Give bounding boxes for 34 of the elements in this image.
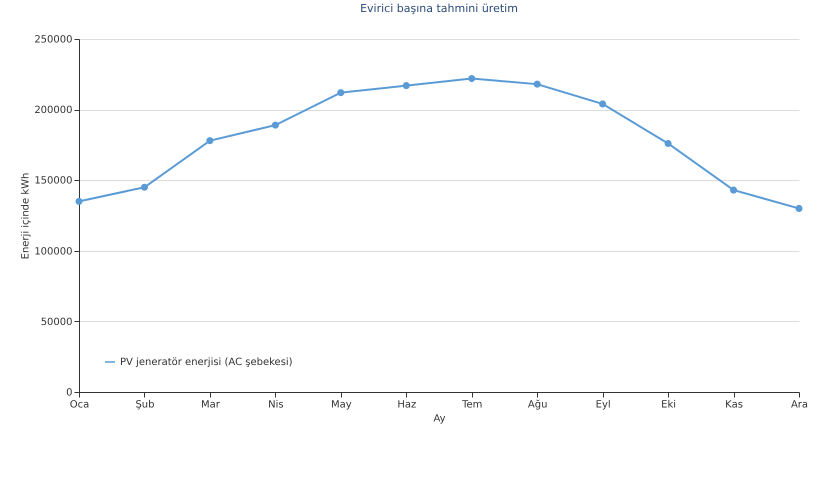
x-tick-label: May — [330, 400, 352, 410]
y-tick-label: 50000 — [40, 316, 72, 328]
x-tick-label: Ağu — [528, 400, 548, 410]
point — [730, 186, 738, 194]
point — [140, 184, 148, 191]
point — [795, 204, 803, 212]
y-tick-label: 100000 — [34, 246, 72, 258]
point — [599, 100, 606, 108]
point — [272, 122, 279, 129]
x-tick-label: Haz — [397, 400, 416, 410]
x-tick-label: Tem — [461, 400, 482, 410]
point — [664, 140, 672, 148]
legend-label: PV jeneratör enerjisi (AC şebekesi) — [120, 357, 293, 368]
x-tick-label: Ara — [790, 400, 808, 410]
x-tick-label: Kas — [725, 400, 743, 410]
x-tick-label: Oca — [70, 400, 90, 410]
x-tick-label: Nis — [268, 400, 284, 410]
y-tick-label: 200000 — [34, 105, 72, 116]
point — [337, 89, 344, 96]
x-tick-label: Eyl — [596, 400, 611, 410]
x-tick-label: Şub — [135, 400, 154, 410]
x-tick-label: Mar — [200, 400, 221, 410]
y-axis-title: Enerji içinde kWh — [20, 172, 32, 260]
x-axis-title: Ay — [433, 414, 446, 424]
y-tick-label: 150000 — [34, 176, 72, 187]
y-tick-label: 250000 — [34, 34, 72, 46]
point — [468, 75, 476, 82]
chart-title: Evirici başına tahmini üretim — [360, 2, 518, 15]
y-tick-label: 0 — [66, 388, 72, 398]
point — [534, 80, 541, 88]
point — [402, 82, 410, 90]
point — [75, 198, 83, 205]
x-tick-label: Eki — [661, 400, 676, 410]
point — [206, 137, 214, 144]
